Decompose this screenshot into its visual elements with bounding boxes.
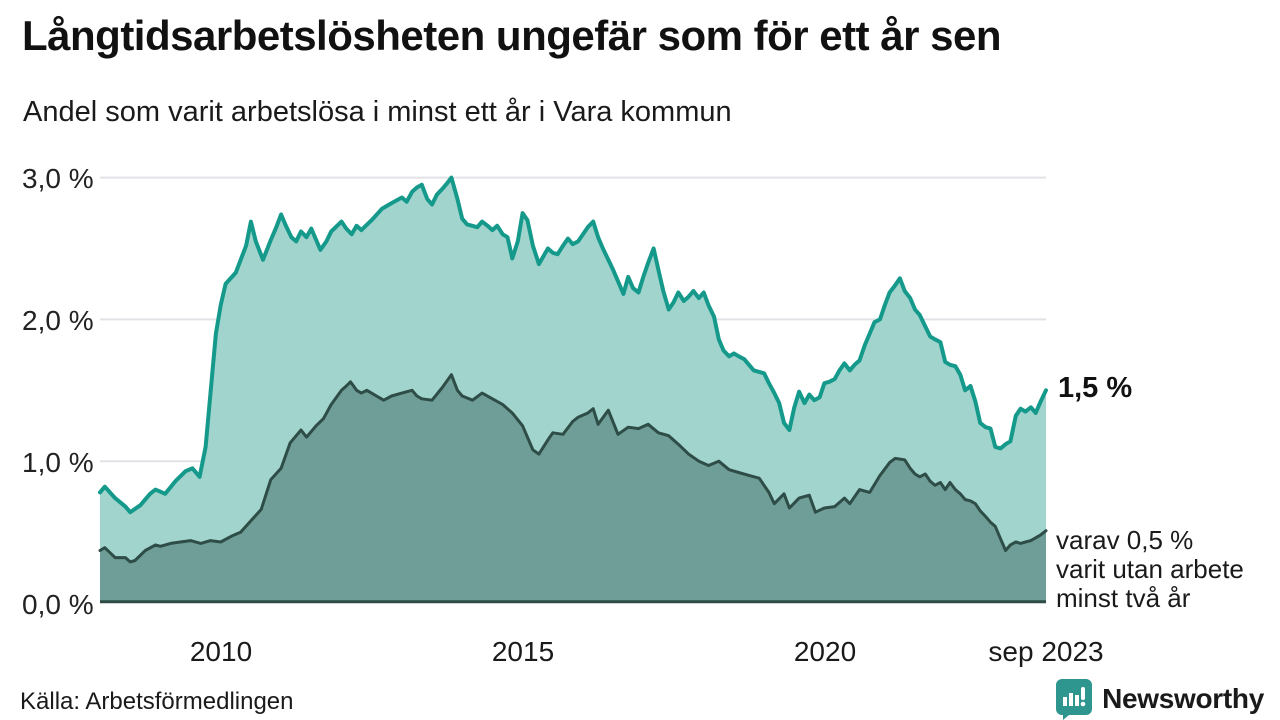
area-line-total-one-year <box>98 175 1048 515</box>
y-tick-2: 2,0 % <box>22 305 94 336</box>
x-tick-sep-2023: sep 2023 <box>988 636 1104 667</box>
x-tick-2020: 2020 <box>793 636 857 667</box>
newsworthy-branding: Newsworthy <box>1055 678 1264 720</box>
logo-bar-3 <box>1075 695 1080 706</box>
logo-bar-2 <box>1069 693 1074 706</box>
y-tick-3: 3,0 % <box>22 163 94 194</box>
source-credit: Källa: Arbetsförmedlingen <box>20 688 294 715</box>
chart-subtitle: Andel som varit arbetslösa i minst ett å… <box>23 96 732 128</box>
annotation-line-2: varit utan arbete <box>1056 554 1244 584</box>
x-tick-2015: 2015 <box>491 636 555 667</box>
series-end-label-total: 1,5 % <box>1058 372 1133 404</box>
y-tick-0: 0,0 % <box>22 589 94 620</box>
logo-exclamation-bar <box>1081 687 1086 700</box>
area-fill-two-years <box>100 374 1046 603</box>
x-tick-2010: 2010 <box>189 636 253 667</box>
annotation-line-1: varav 0,5 % <box>1056 525 1194 555</box>
newsworthy-wordmark: Newsworthy <box>1102 683 1264 714</box>
logo-exclamation-dot <box>1080 701 1086 707</box>
series-end-label-two-years: varav 0,5 % varit utan arbete minst två … <box>1056 526 1244 613</box>
annotation-line-3: minst två år <box>1056 583 1191 613</box>
y-tick-1: 1,0 % <box>22 447 94 478</box>
page-title: Långtidsarbetslösheten ungefär som för e… <box>22 12 1002 59</box>
logo-bar-1 <box>1063 697 1068 706</box>
area-line-two-years <box>98 373 1048 564</box>
newsworthy-logo-icon <box>1056 679 1093 720</box>
